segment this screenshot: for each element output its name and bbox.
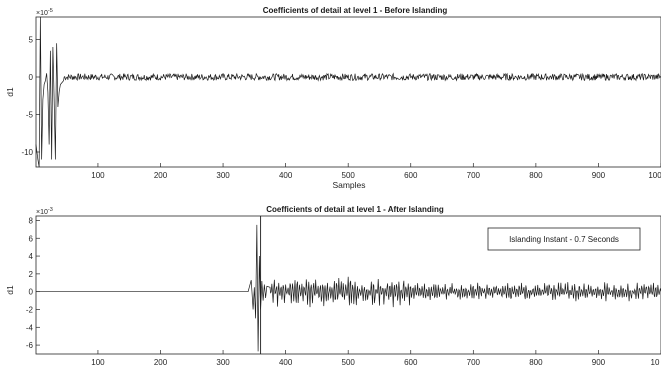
y-tick-label: -5 <box>26 111 34 120</box>
x-tick-label: 100 <box>648 171 661 180</box>
x-tick-label: 800 <box>529 171 543 180</box>
y-tick-label: -4 <box>26 323 34 332</box>
title-before: Coefficients of detail at level 1 - Befo… <box>263 6 448 15</box>
x-tick-label: 200 <box>154 171 168 180</box>
x-tick-label: 300 <box>216 171 230 180</box>
plot-after-islanding: Coefficients of detail at level 1 - Afte… <box>5 205 661 367</box>
xlabel-before: Samples <box>332 180 365 190</box>
x-tick-label: 700 <box>467 171 481 180</box>
series-before <box>35 16 661 168</box>
y-tick-label: 0 <box>29 73 34 82</box>
y-exponent-after: ×10-3 <box>36 207 53 216</box>
x-tick-label: 10 <box>651 358 660 367</box>
x-tick-label: 900 <box>592 171 606 180</box>
y-tick-label: 8 <box>29 216 34 225</box>
x-tick-label: 200 <box>154 358 168 367</box>
ticks-after: 100 200 300 400 500 600 700 800 900 10 8 6 4 2 0 -2 -4 -6 <box>26 216 661 367</box>
x-tick-label: 400 <box>279 171 293 180</box>
y-tick-label: 2 <box>29 270 34 279</box>
x-tick-label: 500 <box>342 358 356 367</box>
x-tick-label: 600 <box>404 358 418 367</box>
x-tick-label: 600 <box>404 171 418 180</box>
ylabel-after: d1 <box>5 285 15 295</box>
x-tick-label: 700 <box>467 358 481 367</box>
series-after <box>36 224 661 352</box>
annotation-text: Islanding Instant - 0.7 Seconds <box>509 235 619 244</box>
y-tick-label: 4 <box>29 252 34 261</box>
title-after: Coefficients of detail at level 1 - Afte… <box>266 205 444 214</box>
axes-box-before <box>35 16 661 168</box>
x-tick-label: 300 <box>216 358 230 367</box>
annotation-box <box>487 227 641 251</box>
ylabel-before: d1 <box>5 87 15 97</box>
ticks-before: 100 200 300 400 500 600 700 800 900 100 5 0 -5 -10 <box>21 36 661 180</box>
y-tick-label: -2 <box>26 305 34 314</box>
y-tick-label: 0 <box>29 288 34 297</box>
x-tick-label: 500 <box>342 171 356 180</box>
x-tick-label: 400 <box>279 358 293 367</box>
y-tick-label: 6 <box>29 234 34 243</box>
x-tick-label: 100 <box>91 358 105 367</box>
y-tick-label: -6 <box>26 341 34 350</box>
y-tick-label: -10 <box>21 148 33 157</box>
y-exponent-before: ×10-5 <box>36 8 53 17</box>
x-tick-label: 100 <box>91 171 105 180</box>
plot-before-islanding: Coefficients of detail at level 1 - Befo… <box>5 6 661 190</box>
x-tick-label: 900 <box>592 358 606 367</box>
x-tick-label: 800 <box>529 358 543 367</box>
y-tick-label: 5 <box>29 36 34 45</box>
